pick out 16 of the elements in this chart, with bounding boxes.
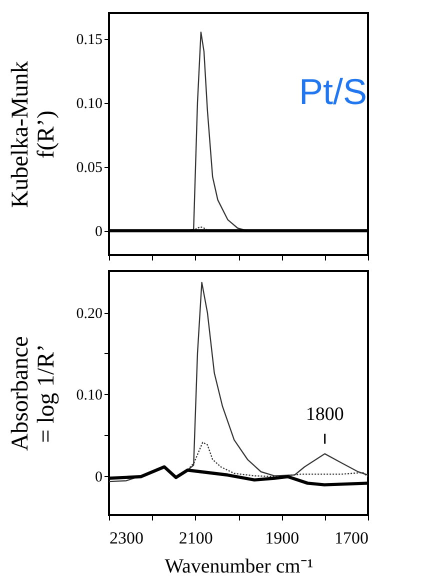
annotation: Pt/S [299,71,368,112]
y-tick-label: 0 [95,469,102,486]
annotation: 1800 [306,404,344,425]
x-axis-title: Wavenumber cm⁻¹ [164,556,314,578]
y-tick-label: 0.15 [76,32,102,48]
x-tick-label: 2100 [178,528,213,548]
y-tick-label: 0 [95,224,102,240]
y-tick-label: 0.10 [76,96,102,112]
y-axis-title: Kubelka-Munk f(R’) [7,61,60,208]
y-axis-title: Absorbance = log 1/R’ [7,336,60,451]
x-tick-label: 2300 [110,528,144,548]
y-tick-label: 0.20 [76,306,102,322]
x-tick-label: 1700 [334,528,368,548]
x-tick-label: 1900 [265,528,300,548]
y-tick-label: 0.05 [76,160,102,176]
y-tick-label: 0.10 [76,388,102,404]
